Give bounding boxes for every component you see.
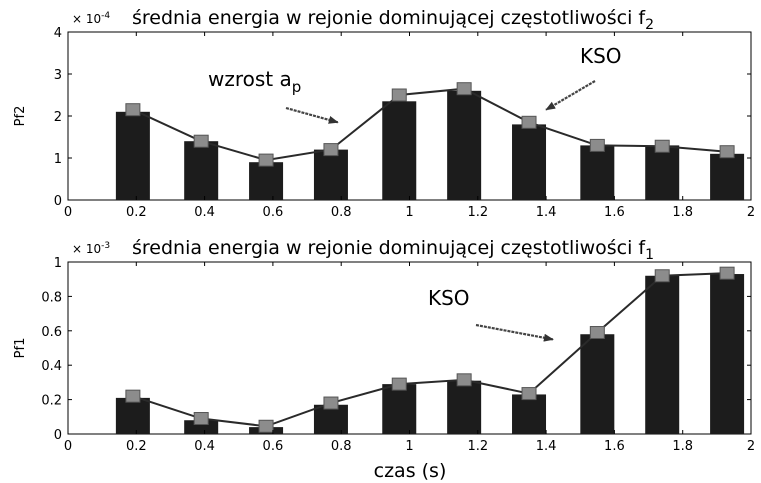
x-axis-label: czas (s) [374,460,447,482]
bar [313,149,348,200]
bar [710,274,745,434]
data-point [193,134,209,148]
data-point [521,115,537,129]
bar [382,384,417,434]
x-tick-label: 1.4 [536,439,557,454]
annotation-arrow [475,323,554,342]
series-line [132,272,728,428]
x-tick-label: 0.4 [194,439,215,454]
x-tick-label: 0.8 [331,205,352,220]
annotation-arrow [285,106,339,124]
bar [184,141,219,200]
x-tick-label: 1.2 [467,205,488,220]
x-tick-label: 0.2 [126,205,147,220]
x-tick-label: 1 [405,439,413,454]
y-tick-label: 0 [54,428,62,443]
panel-title: średnia energia w rejonie dominującej cz… [132,7,654,33]
chart-panel-2: 0 0.2 0.4 0.6 0.8 1 1.2 1.4 1.6 1.8 2 0 0.2 0.4 0.6 0.8… [13,237,755,454]
data-point [125,103,141,117]
annotation-label: wzrost ap [208,67,301,96]
y-tick-label: 0.2 [41,394,62,409]
data-point [323,143,339,157]
bar [645,145,680,200]
x-tick-label: 1.8 [672,439,693,454]
x-tick-label: 1 [405,205,413,220]
x-tick-label: 2 [747,205,755,220]
y-tick-label: 2 [54,110,62,125]
axis-exponent: × 10-3 [72,241,110,256]
bar [184,420,219,434]
data-point [654,139,670,153]
series-line [132,87,728,162]
bar [447,90,482,200]
y-tick-label: 1 [54,152,62,167]
x-tick-label: 1.2 [467,439,488,454]
bar [710,153,745,200]
y-tick-label: 3 [54,68,62,83]
x-tick-label: 1.6 [604,205,625,220]
x-tick-label: 0.4 [194,205,215,220]
bar [382,101,417,200]
y-axis-label: Pf2 [13,106,28,127]
data-point [125,389,141,403]
x-tick-label: 1.8 [672,205,693,220]
x-tick-label: 0.6 [263,205,284,220]
data-point [654,269,670,283]
bar [249,162,284,200]
y-tick-label: 0.4 [41,359,62,374]
bar [313,404,348,434]
data-point [323,396,339,410]
data-point [719,266,735,280]
x-tick-label: 2 [747,439,755,454]
y-tick-label: 1 [54,256,62,271]
data-point [719,145,735,159]
y-tick-label: 0 [54,194,62,209]
x-tick-label: 0.8 [331,439,352,454]
annotation-label: KSO [580,44,622,68]
panel-title: średnia energia w rejonie dominującej cz… [132,237,654,263]
y-tick-label: 4 [54,26,62,41]
bar [115,397,150,434]
annotation-arrow [545,80,596,111]
y-tick-label: 0.8 [41,290,62,305]
data-point [391,377,407,391]
x-tick-label: 1.4 [536,205,557,220]
data-point [589,326,605,340]
bar [512,394,547,434]
data-point [521,387,537,401]
data-point [258,419,274,433]
annotation-label: KSO [428,286,470,310]
x-tick-label: 0.6 [263,439,284,454]
data-point [456,82,472,96]
bar [512,124,547,200]
bar [115,111,150,200]
data-point [391,88,407,102]
x-tick-label: 0 [64,205,72,220]
bar [447,380,482,434]
axis-exponent: × 10-4 [72,11,110,26]
chart-panel-1: 0 0.2 0.4 0.6 0.8 1 1.2 1.4 1.6 1.8 2 0 1 2 3 4 Pf2 × 10-… [13,7,755,220]
x-tick-label: 0.2 [126,439,147,454]
bar [645,275,680,434]
y-tick-label: 0.6 [41,325,62,340]
data-point [258,153,274,167]
data-point [589,138,605,152]
data-point [193,412,209,426]
x-tick-label: 1.6 [604,439,625,454]
x-tick-label: 0 [64,439,72,454]
y-axis-label: Pf1 [13,338,28,359]
bar [580,334,615,434]
bar [580,145,615,200]
data-point [456,373,472,387]
